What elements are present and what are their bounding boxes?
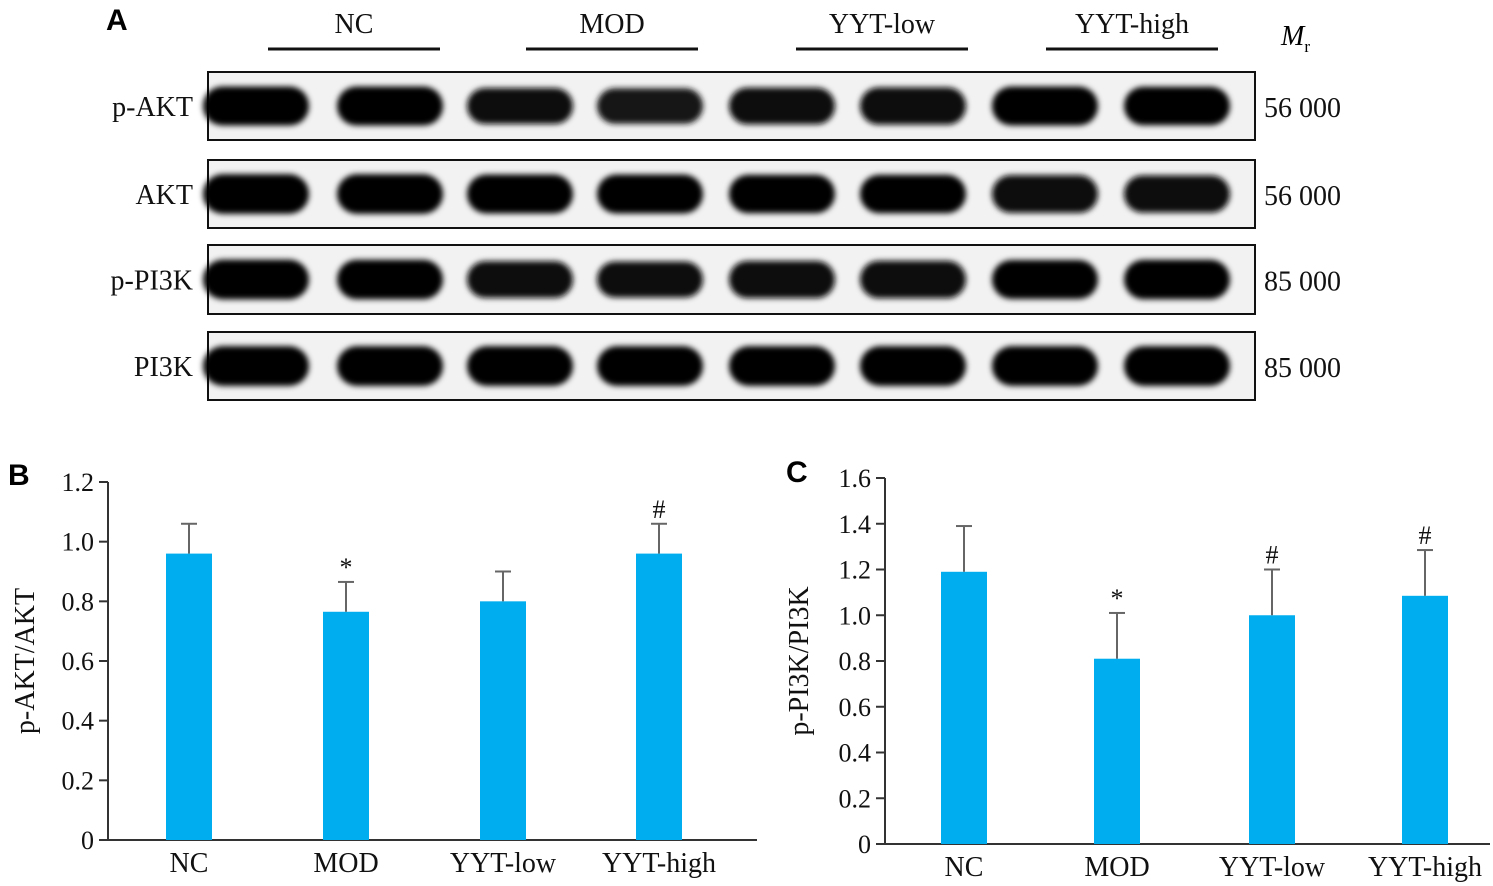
x-tick-label-yyt-low: YYT-low (450, 848, 557, 879)
blot-row-mr: 85 000 (1264, 353, 1341, 384)
blot-row-mr: 56 000 (1264, 93, 1341, 124)
y-axis-label: p-PI3K/PI3K (784, 586, 815, 735)
blot-band (992, 346, 1098, 386)
significance-mark-yyt-low: # (1266, 541, 1279, 570)
y-tick-label: 1.4 (839, 510, 872, 539)
significance-mark-yyt-high: # (653, 495, 666, 524)
bar-mod (1094, 658, 1140, 844)
blot-band (860, 346, 966, 386)
panel-b-label: B (8, 459, 30, 492)
blot-band (1124, 86, 1230, 126)
blot-band (597, 174, 703, 214)
x-tick-label-yyt-high: YYT-high (602, 848, 716, 879)
blot-band (1124, 259, 1230, 300)
y-tick-label: 0.8 (62, 587, 95, 616)
bar-yyt-high (636, 553, 682, 840)
blot-band (729, 87, 835, 125)
blot-band (992, 86, 1098, 126)
y-tick-label: 0 (81, 826, 94, 855)
y-tick-label: 0.2 (839, 784, 872, 813)
y-tick-label: 1.2 (839, 556, 872, 585)
mr-label: Mr (1280, 21, 1310, 56)
mr-label-sub: r (1304, 37, 1310, 56)
blot-row-mr: 85 000 (1264, 267, 1341, 298)
blot-band (467, 261, 573, 298)
y-tick-label: 0.8 (839, 647, 872, 676)
significance-mark-mod: * (340, 553, 353, 582)
bar-nc (166, 553, 212, 840)
blot-band (467, 174, 573, 214)
y-tick-label: 0.2 (62, 766, 95, 795)
blot-row-pi3k: PI3K 85 000 (134, 331, 1341, 401)
blot-group-label-nc: NC (335, 9, 374, 40)
blot-band (860, 87, 966, 125)
blot-row-p-pi3k: p-PI3K 85 000 (111, 244, 1341, 315)
y-axis-label: p-AKT/AKT (10, 588, 41, 734)
blot-band (203, 174, 309, 214)
panel-c-label: C (786, 456, 808, 489)
x-tick-label-nc: NC (945, 852, 984, 883)
y-tick-label: 1.2 (62, 468, 95, 497)
blot-rows: p-AKT 56 000 AKT 56 000 p-PI3K 85 000 PI3K 85 0… (111, 71, 1341, 401)
blot-row-label: AKT (135, 180, 193, 211)
bar-yyt-low (480, 601, 526, 840)
bar-yyt-high (1402, 595, 1448, 844)
blot-band (337, 86, 443, 126)
panel-a-label: A (106, 4, 128, 37)
blot-band (203, 259, 309, 300)
blot-band (992, 175, 1098, 213)
blot-band (597, 261, 703, 298)
y-tick-label: 0.6 (62, 647, 95, 676)
blot-row-mr: 56 000 (1264, 181, 1341, 212)
blot-band (729, 346, 835, 386)
blot-band (203, 86, 309, 126)
significance-mark-yyt-high: # (1419, 521, 1432, 550)
blot-group-label-mod: MOD (579, 9, 644, 40)
y-tick-label: 1.0 (62, 528, 95, 557)
blot-band (203, 346, 309, 386)
blot-group-label-yyt-low: YYT-low (829, 9, 936, 40)
blot-group-headers: NC MOD YYT-low YYT-high (268, 9, 1218, 51)
chart-p-akt-ratio: 0 0.2 0.4 0.6 0.8 1.0 1.2 p-AKT/AKT NC * MOD YYT-lo… (10, 468, 757, 879)
bar-yyt-low (1249, 615, 1295, 844)
y-tick-label: 1.6 (839, 464, 872, 493)
chart-p-pi3k-ratio: 0 0.2 0.4 0.6 0.8 1.0 1.2 1.4 1.6 p-PI3K/PI3K NC * M… (784, 464, 1490, 883)
mr-label-main: M (1280, 21, 1306, 52)
blot-row-akt: AKT 56 000 (135, 159, 1341, 229)
bar-nc (941, 571, 987, 844)
blot-band (467, 346, 573, 386)
blot-band (337, 174, 443, 214)
blot-band (337, 259, 443, 300)
significance-mark-mod: * (1111, 584, 1124, 613)
blot-band (337, 346, 443, 386)
blot-band (729, 260, 835, 299)
blot-band (597, 88, 703, 124)
blot-band (467, 87, 573, 125)
y-tick-label: 0 (858, 830, 871, 859)
blot-row-label: PI3K (134, 352, 193, 383)
blot-band (860, 260, 966, 299)
x-tick-label-yyt-high: YYT-high (1368, 852, 1482, 883)
y-tick-label: 0.4 (839, 739, 872, 768)
y-tick-label: 1.0 (839, 601, 872, 630)
blot-row-p-akt: p-AKT 56 000 (112, 71, 1341, 141)
x-tick-label-yyt-low: YYT-low (1219, 852, 1326, 883)
x-tick-label-nc: NC (170, 848, 209, 879)
y-tick-label: 0.6 (839, 693, 872, 722)
blot-band (729, 174, 835, 214)
blot-band (1124, 346, 1230, 386)
bar-mod (323, 611, 369, 840)
blot-row-label: p-PI3K (111, 266, 193, 297)
x-tick-label-mod: MOD (1084, 852, 1149, 883)
blot-band (992, 259, 1098, 300)
blot-band (597, 346, 703, 386)
blot-band (860, 174, 966, 214)
y-tick-label: 0.4 (62, 707, 95, 736)
x-tick-label-mod: MOD (313, 848, 378, 879)
blot-group-label-yyt-high: YYT-high (1075, 9, 1189, 40)
blot-band (1124, 175, 1230, 213)
blot-row-label: p-AKT (112, 92, 193, 123)
